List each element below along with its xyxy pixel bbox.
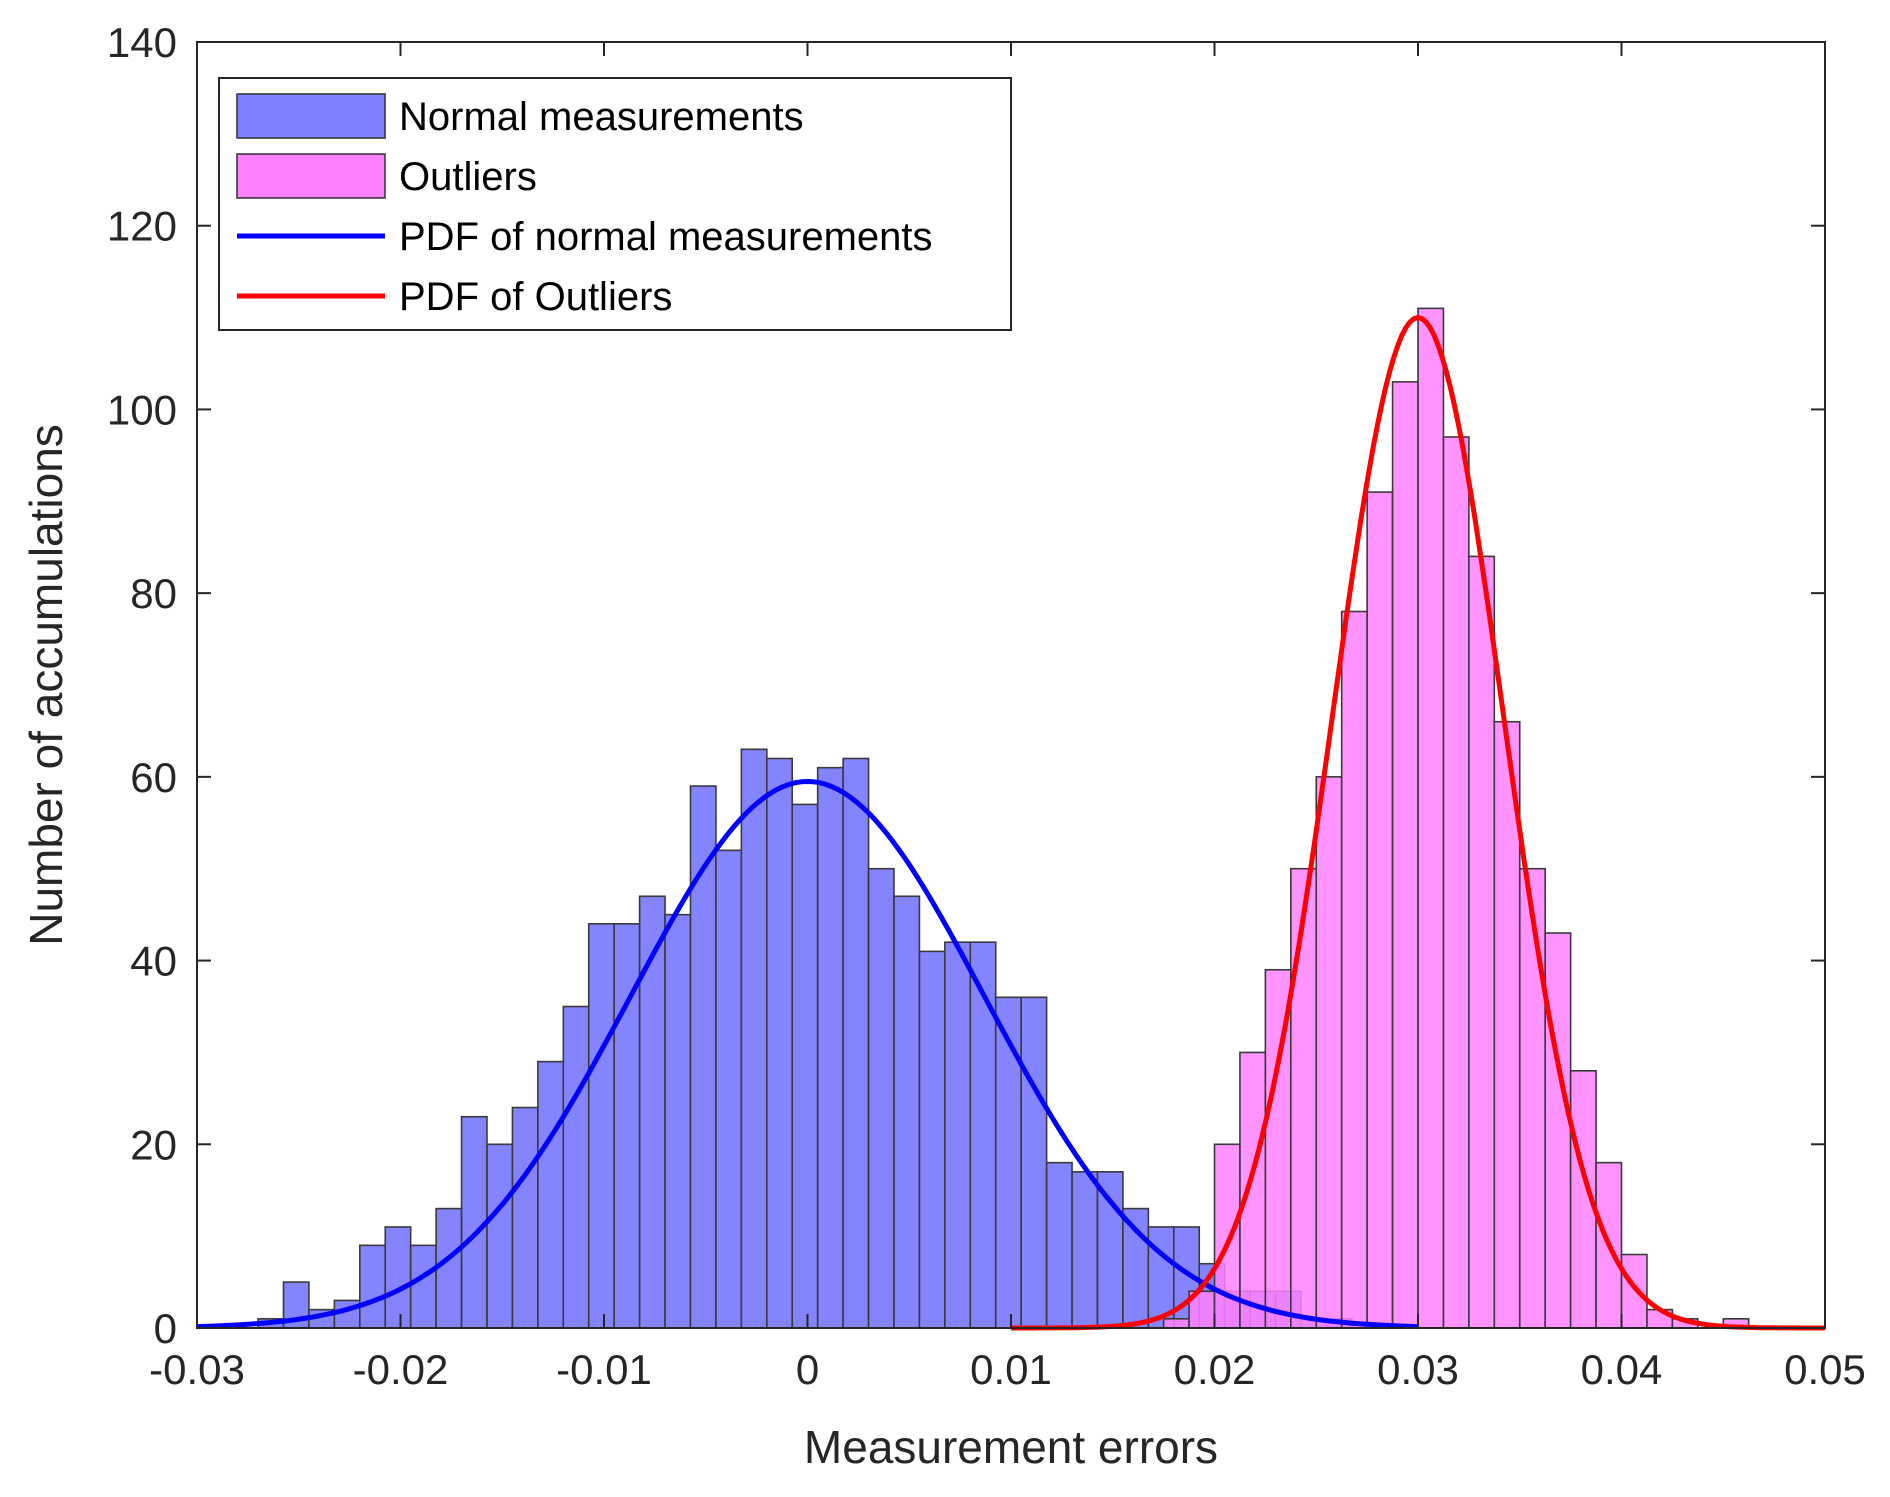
- normal-measurements-bar: [537, 1060, 565, 1329]
- pdf-outliers-line: [1011, 315, 1825, 1331]
- normal-measurements-bar: [791, 803, 819, 1329]
- x-tick-label: 0.02: [1174, 1346, 1256, 1393]
- pdf-normal-measurements-line: [196, 779, 1419, 1330]
- normal-measurements-bar: [1096, 1171, 1124, 1329]
- normal-measurements-bar: [664, 913, 692, 1329]
- normal-measurements-bar: [715, 849, 743, 1329]
- outliers-bar: [1518, 867, 1546, 1329]
- normal-measurements-bar: [842, 757, 870, 1329]
- legend-label: PDF of normal measurements: [399, 215, 933, 259]
- y-tick-label: 60: [130, 754, 177, 801]
- legend-label: PDF of Outliers: [399, 275, 672, 319]
- normal-measurements-bar: [1071, 1171, 1099, 1329]
- legend-swatch: [236, 153, 386, 199]
- normal-measurements-bars: [257, 748, 1353, 1329]
- outliers-bar: [1544, 932, 1572, 1329]
- y-tick-label: 40: [130, 938, 177, 985]
- normal-measurements-bar: [1045, 1161, 1073, 1329]
- normal-measurements-bar: [816, 766, 844, 1329]
- x-tick-label: 0.04: [1581, 1346, 1663, 1393]
- normal-measurements-bar: [511, 1106, 539, 1329]
- normal-measurements-bar: [867, 867, 895, 1329]
- normal-measurements-bar: [918, 950, 946, 1329]
- normal-measurements-bar: [409, 1244, 437, 1329]
- normal-measurements-bar: [384, 1226, 412, 1329]
- normal-measurements-bar: [1020, 996, 1048, 1329]
- tick-labels: -0.03 -0.02 -0.01 0 0.01 0.02 0.03 0.04 0.05 0 20 4…: [107, 19, 1866, 1393]
- normal-measurements-bar: [435, 1207, 463, 1329]
- legend-label: Normal measurements: [399, 95, 804, 139]
- y-tick-label: 20: [130, 1121, 177, 1168]
- outliers-bar: [1493, 720, 1521, 1329]
- y-tick-label: 120: [107, 203, 177, 250]
- outliers-bar: [1468, 555, 1496, 1329]
- normal-measurements-bar: [562, 1005, 590, 1329]
- x-tick-label: 0.03: [1377, 1346, 1459, 1393]
- normal-measurements-bar: [969, 941, 997, 1329]
- x-tick-label: -0.03: [149, 1346, 245, 1393]
- legend-label: Outliers: [399, 155, 537, 199]
- outliers-bar: [1290, 867, 1318, 1329]
- outliers-bar: [1442, 436, 1470, 1329]
- normal-measurements-bar: [765, 757, 794, 1329]
- normal-measurements-bar: [994, 996, 1022, 1329]
- outliers-bar: [1620, 1253, 1648, 1329]
- normal-measurements-bar: [486, 1143, 514, 1329]
- axis-ticks: [196, 41, 1826, 1329]
- legend-swatch: [236, 93, 386, 139]
- outliers-bar: [1162, 1318, 1190, 1329]
- x-tick-label: -0.02: [353, 1346, 449, 1393]
- x-tick-label: 0: [796, 1346, 819, 1393]
- y-tick-label: 100: [107, 386, 177, 433]
- x-tick-label: -0.01: [556, 1346, 652, 1393]
- outliers-bar: [1417, 307, 1445, 1329]
- outliers-bar: [1340, 610, 1368, 1329]
- normal-measurements-bar: [1122, 1207, 1150, 1329]
- y-tick-label: 140: [107, 19, 177, 66]
- y-tick-label: 0: [154, 1305, 177, 1352]
- y-tick-label: 80: [130, 570, 177, 617]
- normal-measurements-bar: [358, 1244, 387, 1329]
- outliers-bar: [1315, 776, 1343, 1329]
- outliers-bar: [1391, 381, 1419, 1329]
- legend: Normal measurements Outliers PDF of normal…: [218, 77, 1012, 331]
- normal-measurements-bar: [587, 923, 615, 1329]
- x-axis-title: Measurement errors: [804, 1421, 1218, 1473]
- outliers-bar: [1366, 491, 1394, 1329]
- y-axis-title: Number of accumulations: [20, 424, 72, 946]
- x-tick-label: 0.01: [970, 1346, 1052, 1393]
- normal-measurements-bar: [893, 895, 921, 1329]
- pdf-curves: [196, 315, 1825, 1331]
- normal-measurements-bar: [944, 941, 972, 1329]
- outliers-bar: [1239, 1051, 1267, 1329]
- x-tick-label: 0.05: [1784, 1346, 1866, 1393]
- normal-measurements-bar: [740, 748, 768, 1329]
